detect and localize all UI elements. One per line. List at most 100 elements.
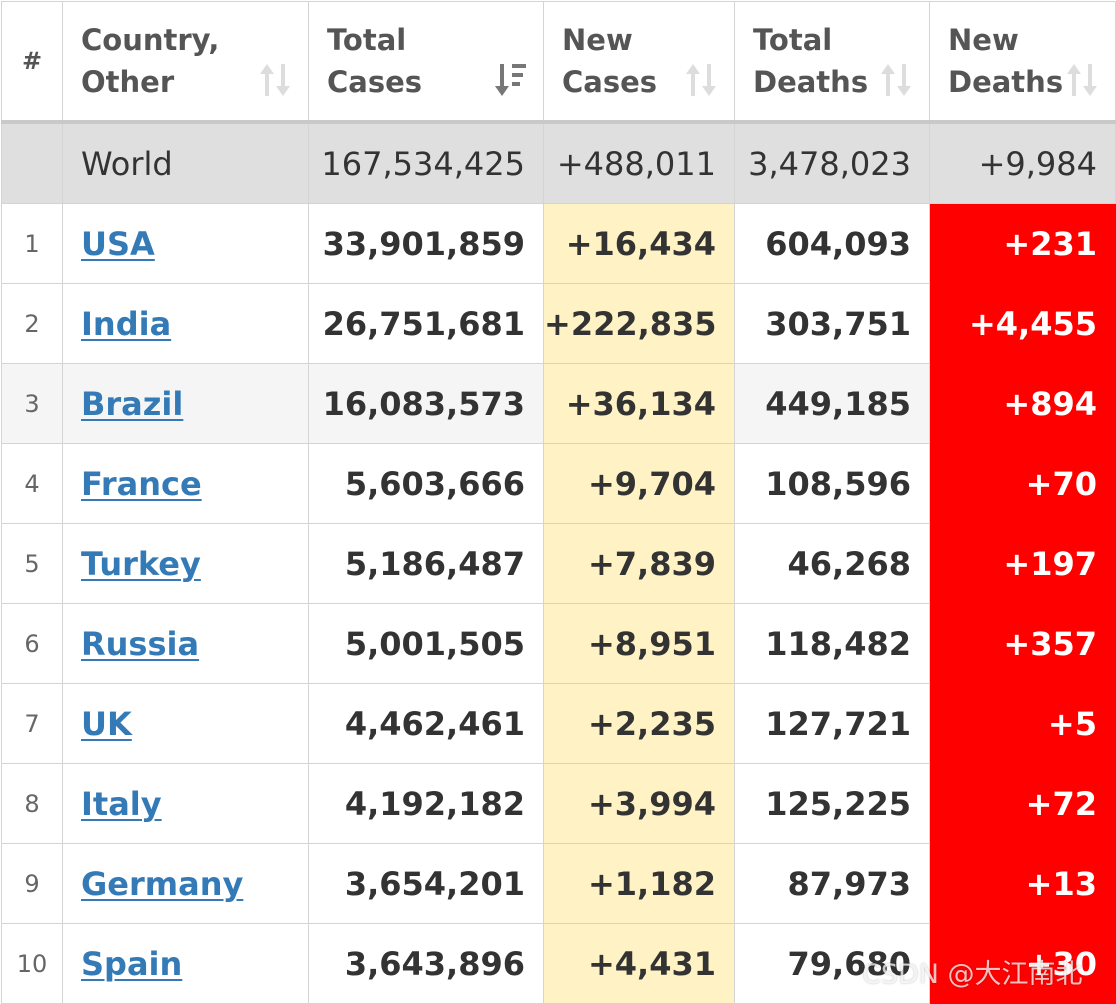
new-cases-cell: +3,994 (543, 763, 735, 844)
country-cell: USA (62, 203, 309, 284)
row-rank: 1 (1, 203, 63, 284)
new-deaths-cell: +231 (929, 203, 1116, 284)
header-row: # Country, Other Total Cases (1, 1, 1116, 124)
sort-desc-active-icon[interactable] (493, 62, 527, 98)
country-cell: Russia (62, 603, 309, 684)
table-row: 3 Brazil 16,083,573 +36,134 449,185 +894 (1, 363, 1116, 444)
world-new-deaths: +9,984 (929, 121, 1116, 204)
total-deaths-cell: 303,751 (734, 283, 930, 364)
row-rank: 6 (1, 603, 63, 684)
row-rank: 4 (1, 443, 63, 524)
country-link[interactable]: France (81, 464, 202, 503)
header-total-deaths-label: Total Deaths (753, 23, 869, 99)
header-total-cases-label: Total Cases (327, 23, 423, 99)
total-cases-cell: 5,603,666 (308, 443, 544, 524)
row-rank: 8 (1, 763, 63, 844)
country-cell: India (62, 283, 309, 364)
row-rank: 5 (1, 523, 63, 604)
country-link[interactable]: India (81, 304, 172, 343)
total-cases-cell: 5,001,505 (308, 603, 544, 684)
world-total-deaths: 3,478,023 (734, 121, 930, 204)
header-new-deaths[interactable]: New Deaths (929, 1, 1116, 124)
row-rank: 3 (1, 363, 63, 444)
header-new-deaths-label: New Deaths (948, 23, 1064, 99)
country-cell: France (62, 443, 309, 524)
total-deaths-cell: 118,482 (734, 603, 930, 684)
table-row: 10 Spain 3,643,896 +4,431 79,680 +30 (1, 923, 1116, 1004)
country-cell: Turkey (62, 523, 309, 604)
new-cases-cell: +4,431 (543, 923, 735, 1004)
world-label: World (62, 121, 309, 204)
sort-both-icon[interactable] (684, 62, 718, 98)
country-link[interactable]: UK (81, 704, 132, 743)
new-cases-cell: +8,951 (543, 603, 735, 684)
total-cases-cell: 5,186,487 (308, 523, 544, 604)
new-deaths-cell: +72 (929, 763, 1116, 844)
header-new-cases[interactable]: New Cases (543, 1, 735, 124)
table-row: 6 Russia 5,001,505 +8,951 118,482 +357 (1, 603, 1116, 684)
sort-both-icon[interactable] (258, 62, 292, 98)
country-link[interactable]: USA (81, 224, 155, 263)
total-deaths-cell: 125,225 (734, 763, 930, 844)
country-link[interactable]: Brazil (81, 384, 184, 423)
world-rank (1, 121, 63, 204)
table-row: 7 UK 4,462,461 +2,235 127,721 +5 (1, 683, 1116, 764)
world-new-cases: +488,011 (543, 121, 735, 204)
table-row: 5 Turkey 5,186,487 +7,839 46,268 +197 (1, 523, 1116, 604)
row-rank: 10 (1, 923, 63, 1004)
new-deaths-cell: +197 (929, 523, 1116, 604)
new-deaths-cell: +894 (929, 363, 1116, 444)
table-row: 9 Germany 3,654,201 +1,182 87,973 +13 (1, 843, 1116, 924)
row-rank: 9 (1, 843, 63, 924)
country-link[interactable]: Spain (81, 944, 183, 983)
header-total-deaths[interactable]: Total Deaths (734, 1, 930, 124)
header-country[interactable]: Country, Other (62, 1, 309, 124)
total-cases-cell: 4,192,182 (308, 763, 544, 844)
header-rank-label: # (21, 47, 43, 75)
table-row: 2 India 26,751,681 +222,835 303,751 +4,4… (1, 283, 1116, 364)
new-cases-cell: +9,704 (543, 443, 735, 524)
row-rank: 2 (1, 283, 63, 364)
new-cases-cell: +222,835 (543, 283, 735, 364)
total-cases-cell: 3,654,201 (308, 843, 544, 924)
total-cases-cell: 33,901,859 (308, 203, 544, 284)
header-new-cases-label: New Cases (562, 23, 658, 99)
table-row: 8 Italy 4,192,182 +3,994 125,225 +72 (1, 763, 1116, 844)
total-deaths-cell: 108,596 (734, 443, 930, 524)
new-cases-cell: +16,434 (543, 203, 735, 284)
table-body: World 167,534,425 +488,011 3,478,023 +9,… (1, 121, 1116, 1004)
country-cell: Germany (62, 843, 309, 924)
sort-both-icon[interactable] (1065, 62, 1099, 98)
new-cases-cell: +36,134 (543, 363, 735, 444)
new-deaths-cell: +13 (929, 843, 1116, 924)
country-cell: Spain (62, 923, 309, 1004)
header-total-cases[interactable]: Total Cases (308, 1, 544, 124)
new-deaths-cell: +5 (929, 683, 1116, 764)
country-link[interactable]: Turkey (81, 544, 201, 583)
total-deaths-cell: 604,093 (734, 203, 930, 284)
header-country-label: Country, Other (81, 23, 220, 99)
sort-both-icon[interactable] (879, 62, 913, 98)
country-link[interactable]: Germany (81, 864, 244, 903)
new-deaths-cell: +30 (929, 923, 1116, 1004)
total-deaths-cell: 79,680 (734, 923, 930, 1004)
country-cell: Italy (62, 763, 309, 844)
new-cases-cell: +7,839 (543, 523, 735, 604)
table-row: 1 USA 33,901,859 +16,434 604,093 +231 (1, 203, 1116, 284)
new-deaths-cell: +4,455 (929, 283, 1116, 364)
country-link[interactable]: Italy (81, 784, 162, 823)
total-deaths-cell: 87,973 (734, 843, 930, 924)
total-cases-cell: 26,751,681 (308, 283, 544, 364)
new-cases-cell: +1,182 (543, 843, 735, 924)
new-cases-cell: +2,235 (543, 683, 735, 764)
total-deaths-cell: 449,185 (734, 363, 930, 444)
header-rank[interactable]: # (1, 1, 63, 124)
country-link[interactable]: Russia (81, 624, 200, 663)
world-total-cases: 167,534,425 (308, 121, 544, 204)
new-deaths-cell: +70 (929, 443, 1116, 524)
world-total-row: World 167,534,425 +488,011 3,478,023 +9,… (1, 121, 1116, 204)
row-rank: 7 (1, 683, 63, 764)
country-cell: UK (62, 683, 309, 764)
